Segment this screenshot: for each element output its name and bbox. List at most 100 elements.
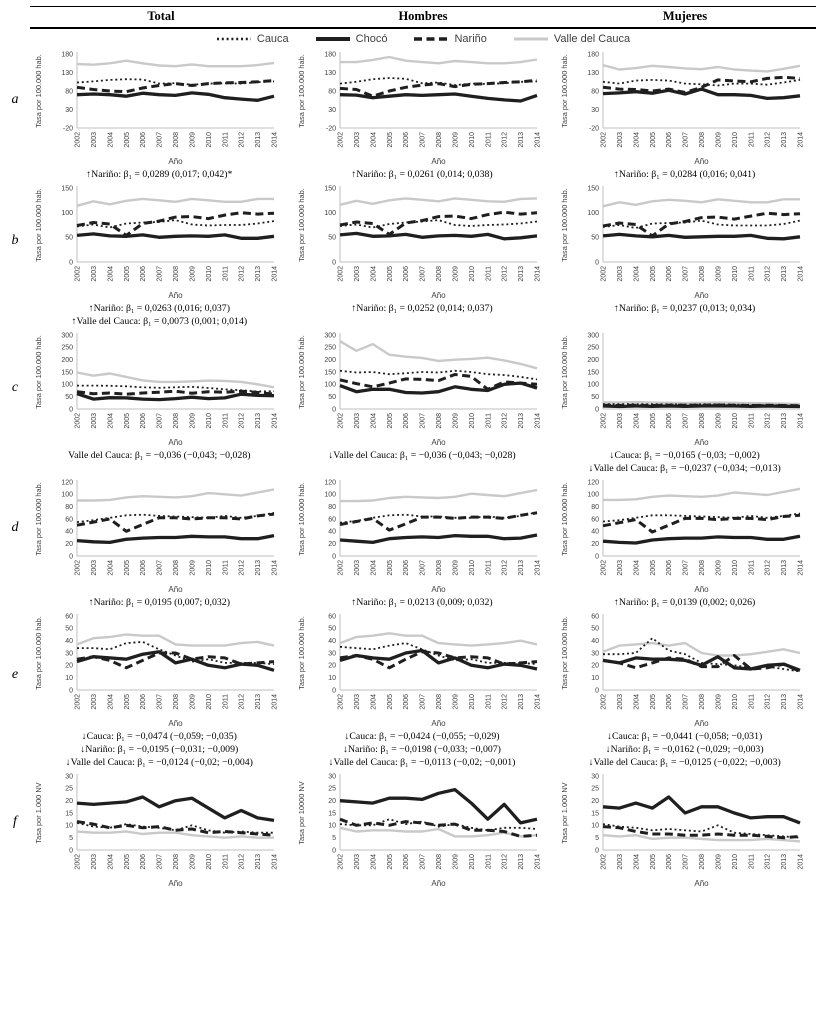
row-cells: 0 10 20 30 40 50 60 2002 2003 2004 2005 2006 2007 200… <box>28 611 816 769</box>
svg-text:2007: 2007 <box>420 560 427 576</box>
caption-line: ↓Nariño: β₁ = −0,0198 (−0,033; −0,007) <box>343 744 501 755</box>
svg-text:20: 20 <box>66 798 74 805</box>
chart-caption: ↓Cauca: β₁ = −0,0165 (−0,03; −0,002) ↓Val… <box>589 449 781 475</box>
svg-text:2009: 2009 <box>715 694 722 710</box>
y-axis-label: Tasa por 100.000 hab. <box>297 482 306 556</box>
svg-text:2010: 2010 <box>206 132 213 148</box>
row-label-b: b <box>11 232 19 248</box>
valle-series-line <box>602 400 800 406</box>
svg-text:0: 0 <box>69 847 73 854</box>
svg-text:2013: 2013 <box>518 132 525 148</box>
svg-text:2002: 2002 <box>600 132 607 148</box>
svg-text:60: 60 <box>66 516 74 523</box>
svg-text:2012: 2012 <box>502 694 509 710</box>
svg-text:2003: 2003 <box>91 413 98 429</box>
svg-text:2004: 2004 <box>370 266 377 282</box>
svg-text:2010: 2010 <box>469 854 476 870</box>
svg-text:40: 40 <box>328 638 336 645</box>
svg-text:30: 30 <box>328 650 336 657</box>
choco-series-line <box>76 650 275 672</box>
svg-text:150: 150 <box>62 369 74 376</box>
narino-series-line <box>77 512 275 533</box>
column-title-mujeres: Mujeres <box>662 9 708 23</box>
svg-text:0: 0 <box>332 847 336 854</box>
svg-text:2008: 2008 <box>699 694 706 710</box>
line-chart: 0 50 100 150 2002 2003 2004 2005 2006 2007 2008 200… <box>297 185 542 300</box>
svg-text:2010: 2010 <box>469 560 476 576</box>
svg-text:2003: 2003 <box>617 854 624 870</box>
valle-series-line <box>602 833 800 843</box>
svg-text:2002: 2002 <box>75 560 82 576</box>
caption-line: ↑Nariño: β₁ = 0,0213 (0,009; 0,032) <box>351 597 493 608</box>
svg-text:2004: 2004 <box>108 266 115 282</box>
svg-text:2004: 2004 <box>108 132 115 148</box>
valle-series-line <box>339 632 538 647</box>
y-axis-label: Tasa por 100.000 hab. <box>560 188 569 262</box>
line-chart: 0 50 100 150 200 250 300 2002 2003 2004 2005 2006 20… <box>560 332 805 447</box>
svg-text:2003: 2003 <box>354 132 361 148</box>
svg-text:100: 100 <box>62 382 74 389</box>
valle-series-line <box>77 371 275 389</box>
svg-text:2010: 2010 <box>469 266 476 282</box>
choco-series-line <box>77 533 275 545</box>
line-chart: -20 30 80 130 180 2002 2003 2004 2005 2006 2007 200… <box>297 51 542 166</box>
svg-text:2011: 2011 <box>223 694 230 709</box>
caption-line: ↓Valle del Cauca: β₁ = −0,0113 (−0,02; −… <box>328 757 516 768</box>
row-label-f: f <box>13 813 17 829</box>
svg-text:2006: 2006 <box>666 413 673 429</box>
caption-line: ↓Valle del Cauca: β₁ = −0,0124 (−0,02; −… <box>65 757 253 768</box>
svg-text:2006: 2006 <box>403 694 410 710</box>
svg-text:2003: 2003 <box>354 694 361 710</box>
svg-text:2008: 2008 <box>699 413 706 429</box>
svg-text:2011: 2011 <box>485 413 492 428</box>
y-axis-label: Tasa por 1.000 NV <box>34 782 43 843</box>
caption-line: ↓Valle del Cauca: β₁ = −0,0237 (−0,034; … <box>588 463 781 474</box>
svg-text:40: 40 <box>328 529 336 536</box>
x-axis-label: Año <box>169 585 184 594</box>
chart-cell-f-total: 0 5 10 15 20 25 30 2002 2003 2004 2005 2006 2007 2008… <box>28 771 291 902</box>
svg-text:2004: 2004 <box>108 560 115 576</box>
svg-text:2009: 2009 <box>452 413 459 429</box>
y-axis-label: Tasa por 100.000 hab. <box>34 54 43 128</box>
caption-line: ↑Nariño: β₁ = 0,0284 (0,016; 0,041) <box>614 169 756 180</box>
svg-text:2009: 2009 <box>452 854 459 870</box>
svg-text:2014: 2014 <box>535 413 542 429</box>
y-axis-label: Tasa por 100.000 hab. <box>297 335 306 409</box>
chart-cell-c-total: 0 50 100 150 200 250 300 2002 2003 2004 2005 2006 20… <box>28 330 291 475</box>
svg-text:40: 40 <box>66 529 74 536</box>
svg-text:2006: 2006 <box>666 854 673 870</box>
svg-text:2011: 2011 <box>223 413 230 428</box>
svg-text:20: 20 <box>591 541 599 548</box>
narino-series-line <box>77 651 275 670</box>
svg-text:0: 0 <box>595 406 599 413</box>
svg-text:2005: 2005 <box>387 854 394 870</box>
row-cells: 0 50 100 150 2002 2003 2004 2005 2006 2007 2008 200… <box>28 183 816 328</box>
svg-text:5: 5 <box>595 835 599 842</box>
svg-text:2014: 2014 <box>272 560 279 576</box>
svg-text:2006: 2006 <box>403 266 410 282</box>
svg-text:50: 50 <box>591 394 599 401</box>
svg-text:2006: 2006 <box>403 560 410 576</box>
svg-text:2008: 2008 <box>436 413 443 429</box>
caption-line: ↑Nariño: β₁ = 0,0139 (0,002; 0,026) <box>614 597 756 608</box>
svg-text:2005: 2005 <box>124 132 131 148</box>
svg-text:2014: 2014 <box>535 560 542 576</box>
svg-text:20: 20 <box>328 541 336 548</box>
valle-series-line <box>77 197 275 207</box>
x-axis-label: Año <box>694 879 709 888</box>
cauca-series-line <box>77 511 275 523</box>
svg-text:2013: 2013 <box>255 413 262 429</box>
svg-text:2010: 2010 <box>206 266 213 282</box>
caption-line: ↑Nariño: β₁ = 0,0195 (0,007; 0,032) <box>88 597 230 608</box>
line-chart: 0 50 100 150 200 250 300 2002 2003 2004 2005 2006 20… <box>297 332 542 447</box>
y-axis-label: Tasa por 10000 NV <box>297 781 306 844</box>
svg-text:2009: 2009 <box>715 854 722 870</box>
svg-text:2011: 2011 <box>748 560 755 575</box>
chart-row-b: b 0 50 100 150 2002 2003 2004 2005 2006 2007 2008 2… <box>2 183 816 328</box>
svg-text:60: 60 <box>66 613 74 620</box>
svg-text:80: 80 <box>66 504 74 511</box>
svg-text:2007: 2007 <box>682 413 689 429</box>
x-axis-label: Año <box>169 879 184 888</box>
chart-cell-c-hombres: 0 50 100 150 200 250 300 2002 2003 2004 2005 2006 20… <box>291 330 554 475</box>
svg-text:2005: 2005 <box>649 132 656 148</box>
